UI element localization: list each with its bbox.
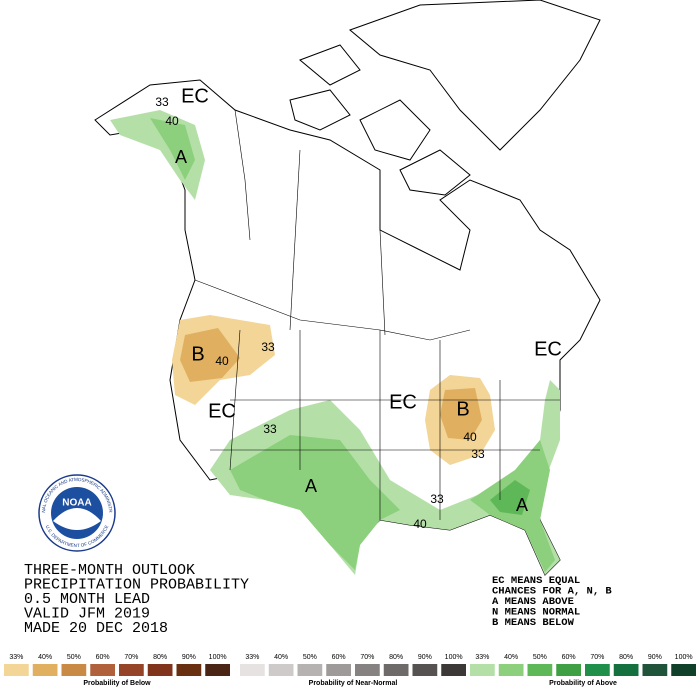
color-bar-tick: 90% [418, 654, 432, 661]
title-line: THREE-MONTH OUTLOOK [24, 562, 195, 579]
color-bar-tick: 80% [619, 654, 633, 661]
title-line: PRECIPITATION PROBABILITY [24, 576, 249, 593]
map-label: EC [389, 391, 417, 413]
color-swatch [119, 664, 144, 676]
probability-areas [110, 110, 560, 575]
color-bar-tick: 70% [590, 654, 604, 661]
color-bar-tick: 60% [562, 654, 576, 661]
color-bar-tick: 90% [648, 654, 662, 661]
map-label: A [305, 476, 317, 496]
color-bar-tick: 33% [9, 654, 23, 661]
color-swatch [527, 664, 553, 676]
color-swatch [498, 664, 524, 676]
color-swatch [556, 664, 581, 676]
color-swatch [4, 664, 29, 676]
map-label: A [175, 147, 187, 167]
color-bar-title: Probability of Below [83, 680, 151, 687]
color-swatch [671, 664, 696, 676]
map-label: 33 [261, 340, 275, 354]
logo-name: NOAA [62, 498, 91, 509]
color-swatch [90, 664, 115, 676]
color-bar-tick: 90% [182, 654, 196, 661]
color-swatch [147, 664, 173, 676]
color-bar-tick: 60% [332, 654, 346, 661]
color-swatch [585, 664, 610, 676]
title-line: MADE 20 DEC 2018 [24, 620, 168, 637]
color-swatch [470, 664, 495, 676]
key-line: A MEANS ABOVE [492, 596, 574, 608]
color-swatch [326, 664, 351, 676]
color-swatch [642, 664, 668, 676]
map-label: 33 [263, 422, 277, 436]
key-line: EC MEANS EQUAL [492, 575, 580, 587]
color-swatch [441, 664, 466, 676]
map-label: EC [181, 85, 209, 107]
map-label: B [191, 343, 204, 365]
map-label: A [516, 495, 528, 515]
map-label: B [456, 398, 469, 420]
color-bar-tick: 70% [360, 654, 374, 661]
color-bar-tick: 60% [96, 654, 110, 661]
color-bar-tick: 80% [389, 654, 403, 661]
color-swatch [176, 664, 202, 676]
map-label: 40 [463, 430, 477, 444]
color-bar-tick: 33% [475, 654, 489, 661]
map-label: 33 [155, 95, 169, 109]
color-bar-tick: 100% [209, 654, 227, 661]
key-line: N MEANS NORMAL [492, 606, 580, 618]
color-bar-title: Probability of Near-Normal [309, 680, 398, 687]
logo-ring-text: NATIONAL OCEANIC AND ATMOSPHERIC ADMINIS… [0, 0, 113, 513]
color-bar-tick: 40% [274, 654, 288, 661]
title-line: VALID JFM 2019 [24, 605, 150, 622]
color-bar-title: Probability of Above [549, 680, 617, 687]
key-line: B MEANS BELOW [492, 617, 575, 629]
color-swatch [355, 664, 380, 676]
logo-bird [53, 508, 101, 530]
color-swatch [383, 664, 409, 676]
color-swatch [412, 664, 438, 676]
color-bar-tick: 50% [67, 654, 81, 661]
color-bar-tick: 50% [303, 654, 317, 661]
color-swatch [61, 664, 87, 676]
key-line: CHANCES FOR A, N, B [492, 585, 612, 597]
logo-ring-text: NATIONAL OCEANIC AND ATMOSPHERIC ADMINIS… [0, 0, 113, 513]
color-swatch [240, 664, 265, 676]
map-label: 40 [413, 517, 427, 531]
map-label: 40 [165, 114, 179, 128]
map-label: 33 [430, 492, 444, 506]
color-bar-tick: 80% [153, 654, 167, 661]
title-line: 0.5 MONTH LEAD [24, 591, 150, 608]
borders [194, 109, 560, 520]
color-swatch [613, 664, 639, 676]
color-bar-tick: 100% [445, 654, 463, 661]
map-label: EC [208, 400, 236, 422]
color-bar-tick: 50% [533, 654, 547, 661]
color-swatch [32, 664, 58, 676]
color-bar-tick: 100% [675, 654, 693, 661]
color-bar-tick: 33% [245, 654, 259, 661]
map-label: 40 [215, 354, 229, 368]
color-bar-tick: 40% [504, 654, 518, 661]
color-swatch [205, 664, 230, 676]
color-swatch [268, 664, 294, 676]
map-label: 33 [471, 447, 485, 461]
color-bar-tick: 40% [38, 654, 52, 661]
color-swatch [297, 664, 323, 676]
map-label: EC [534, 338, 562, 360]
color-bar-tick: 70% [124, 654, 138, 661]
